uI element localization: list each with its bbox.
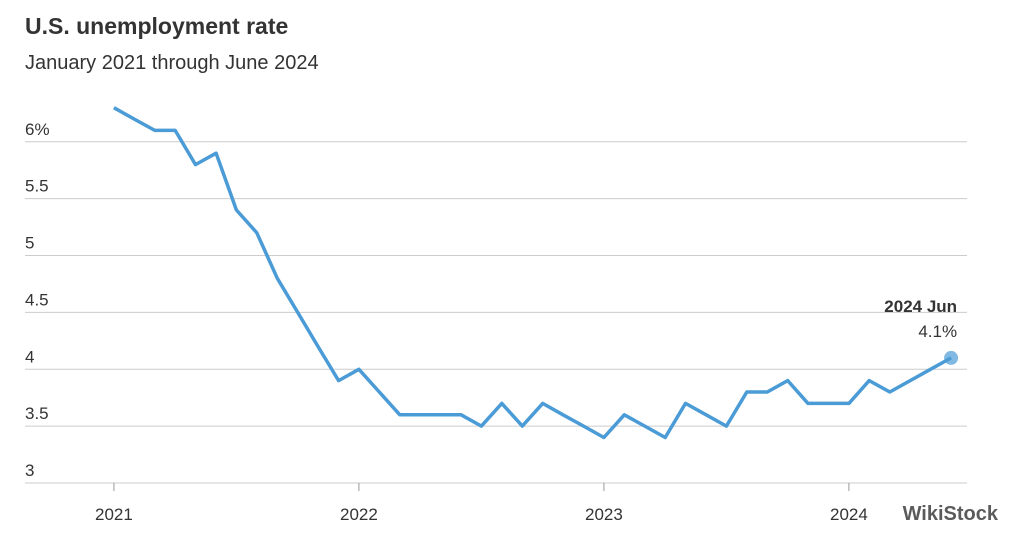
highlight-label: 2024 Jun <box>884 297 957 316</box>
x-tick-label: 2021 <box>95 505 133 524</box>
chart-title: U.S. unemployment rate <box>25 13 288 39</box>
line-series <box>113 106 952 440</box>
y-tick-label: 4.5 <box>25 290 49 309</box>
y-tick-label: 3 <box>25 461 34 480</box>
y-tick-label: 3.5 <box>25 404 49 423</box>
y-tick-label: 5.5 <box>25 177 49 196</box>
y-tick-label: 5 <box>25 234 34 253</box>
value-label: 4.1% <box>918 322 957 341</box>
x-tick-label: 2022 <box>340 505 378 524</box>
end-point <box>944 350 959 365</box>
x-tick-label: 2024 <box>830 505 868 524</box>
x-tick-label: 2023 <box>585 505 623 524</box>
y-tick-label: 6% <box>25 120 50 139</box>
y-tick-label: 4 <box>25 347 34 366</box>
watermark: WikiStock <box>903 503 999 525</box>
chart-subtitle: January 2021 through June 2024 <box>25 52 319 74</box>
